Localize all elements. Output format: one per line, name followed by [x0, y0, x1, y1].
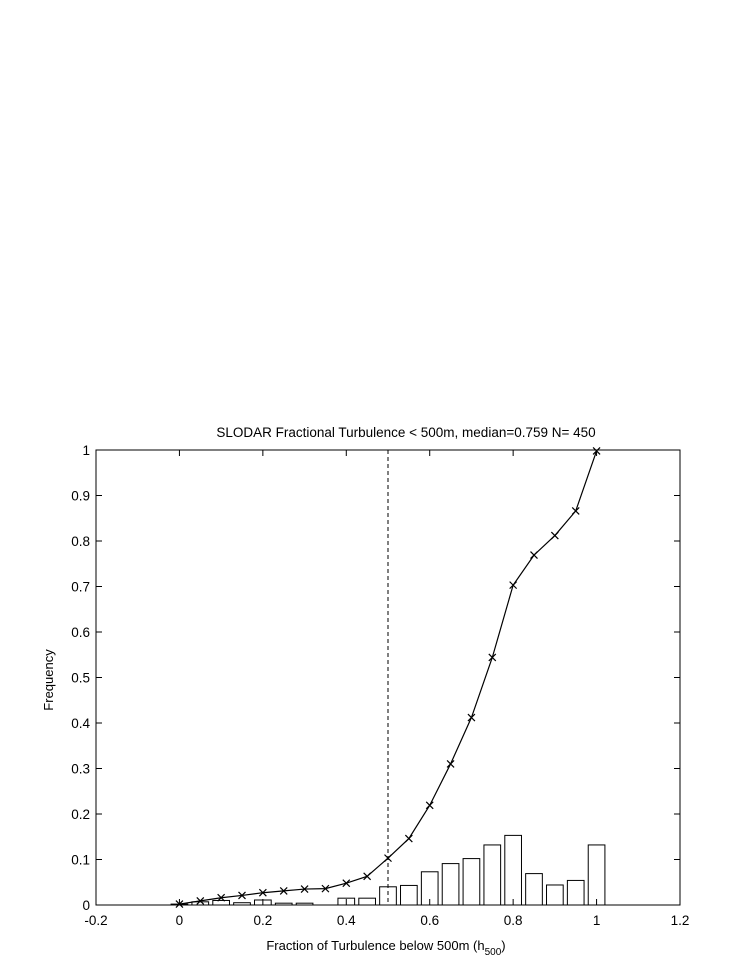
cumulative-point: [196, 896, 205, 905]
cumulative-point: [550, 531, 559, 540]
cumulative-point: [321, 884, 330, 893]
histogram-bar: [483, 844, 502, 906]
cumulative-marker-stroke: [509, 581, 518, 590]
cumulative-marker-stroke: [404, 834, 413, 843]
x-tick-label: 0: [176, 913, 184, 928]
y-tick-label: 0.6: [71, 625, 90, 640]
cumulative-point: [384, 854, 392, 863]
cumulative-point: [488, 653, 497, 662]
chart-title: SLODAR Fractional Turbulence < 500m, med…: [216, 425, 595, 440]
cumulative-point: [446, 760, 455, 768]
x-axis-label-main: Fraction of Turbulence below 500m (h: [266, 938, 484, 953]
tick-group: -0.2 0 0.2 0.4 0.6 0.8 1 1.200.10.20.30.40.50.6…: [71, 443, 689, 928]
x-tick-label: 0.8: [504, 913, 523, 928]
y-tick-label: 0: [82, 898, 90, 913]
y-tick-label: 0.1: [71, 853, 90, 868]
x-axis-label-close: ): [501, 938, 505, 953]
cumulative-point: [467, 713, 476, 722]
cumulative-marker-stroke: [530, 551, 538, 560]
cumulative-point: [300, 885, 309, 893]
cumulative-marker-stroke: [363, 872, 372, 881]
x-tick-label: 1.2: [671, 913, 690, 928]
histogram-bar: [212, 899, 230, 906]
histogram-bar: [400, 884, 418, 906]
x-tick-label: 1: [593, 913, 601, 928]
x-tick-label: 0.2: [253, 913, 272, 928]
histogram-bar: [274, 902, 293, 906]
cumulative-point: [509, 581, 518, 590]
histogram-bar: [504, 834, 522, 906]
histogram-bar: [233, 902, 251, 906]
histogram-bar: [358, 897, 376, 906]
histogram-bar: [441, 863, 460, 906]
cumulative-marker-stroke: [467, 713, 476, 722]
cumulative-marker-stroke: [196, 896, 205, 905]
x-tick-label: -0.2: [84, 913, 107, 928]
cumulative-point: [530, 551, 538, 560]
cumulative-point: [238, 891, 246, 900]
histogram-bar: [191, 901, 210, 906]
x-axis-label: Fraction of Turbulence below 500m (h500): [266, 938, 505, 958]
cumulative-marker-stroke: [550, 531, 559, 540]
cumulative-marker-stroke: [279, 886, 288, 895]
x-tick-label: 0.4: [337, 913, 356, 928]
cumulative-point: [363, 872, 372, 881]
cumulative-marker-stroke: [488, 653, 497, 662]
x-tick-label: 0.6: [420, 913, 439, 928]
cumulative-line-group: [175, 446, 601, 909]
y-tick-label: 0.9: [71, 489, 90, 504]
cumulative-point: [342, 879, 351, 888]
cumulative-marker-stroke: [238, 891, 246, 900]
histogram-bar: [379, 886, 397, 906]
cumulative-marker-stroke: [571, 507, 580, 515]
y-tick-label: 0.5: [71, 671, 90, 686]
histogram-bars: [170, 834, 606, 906]
y-tick-label: 0.4: [71, 716, 90, 731]
histogram-bar: [295, 902, 314, 906]
y-axis-label: Frequency: [41, 649, 56, 711]
x-axis-label-subscript: 500: [485, 947, 502, 958]
cumulative-point: [404, 834, 413, 843]
cumulative-marker-stroke: [258, 888, 267, 897]
y-tick-label: 0.2: [71, 807, 90, 822]
histogram-bar: [566, 879, 585, 906]
histogram-bar: [587, 844, 606, 906]
cumulative-marker-stroke: [446, 760, 455, 768]
cumulative-marker-stroke: [300, 885, 309, 893]
cumulative-point: [571, 507, 580, 515]
cumulative-marker-stroke: [321, 884, 330, 893]
histogram-bar: [525, 873, 543, 906]
cumulative-point: [217, 893, 226, 902]
cumulative-marker-stroke: [342, 879, 351, 888]
y-tick-label: 0.3: [71, 762, 90, 777]
y-tick-label: 0.7: [71, 580, 90, 595]
histogram-bar: [546, 884, 564, 906]
y-tick-label: 0.8: [71, 534, 90, 549]
histogram-bar: [462, 858, 481, 906]
cumulative-marker-stroke: [425, 801, 434, 810]
y-tick-label: 1: [82, 443, 90, 458]
cumulative-marker-stroke: [384, 854, 392, 863]
cumulative-point: [425, 801, 434, 810]
cumulative-marker-stroke: [217, 893, 226, 902]
cumulative-point: [279, 886, 288, 895]
cumulative-point: [258, 888, 267, 897]
